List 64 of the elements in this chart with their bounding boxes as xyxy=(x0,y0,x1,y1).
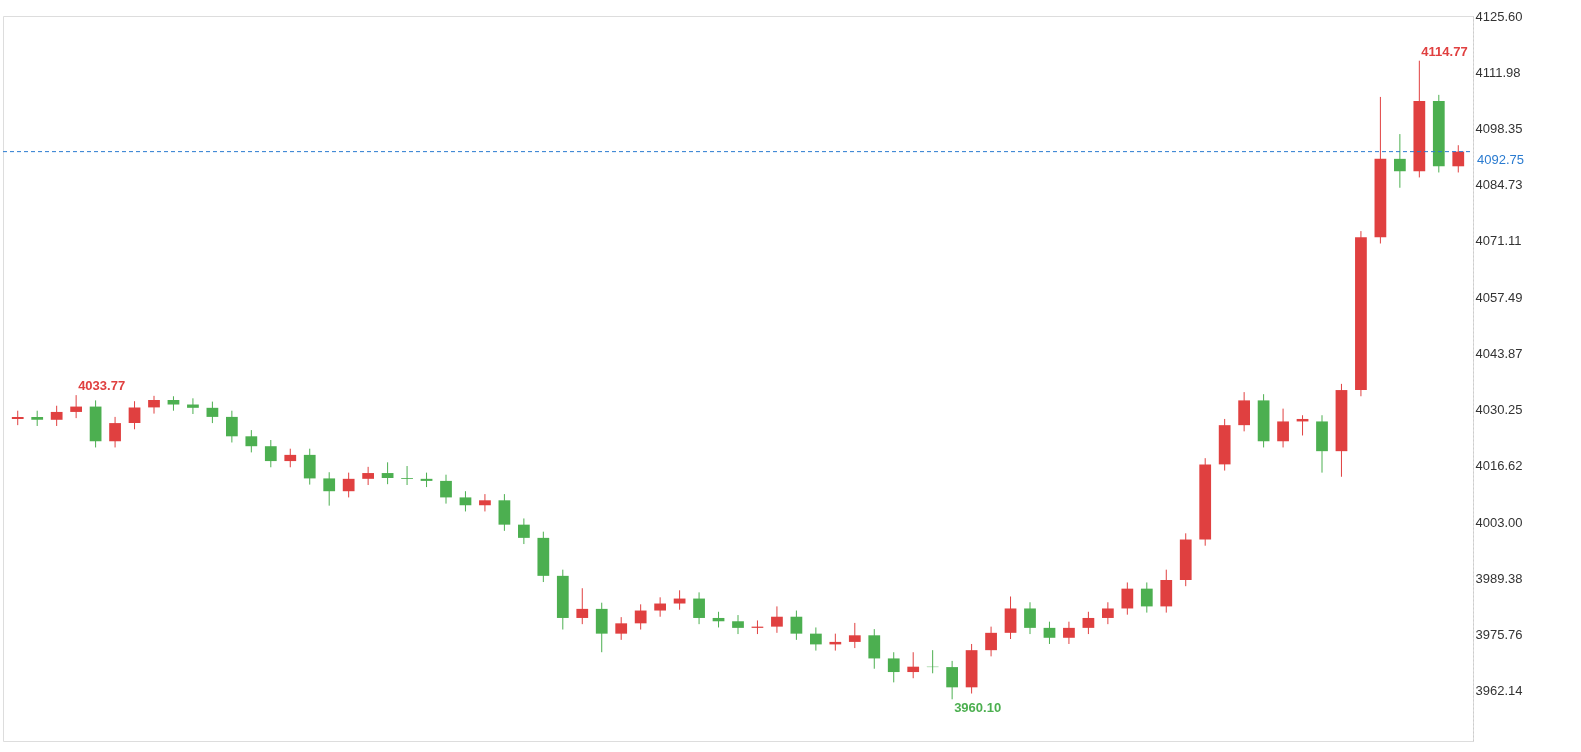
candlestick xyxy=(868,628,881,670)
candlestick xyxy=(479,493,491,512)
candlestick xyxy=(362,466,375,486)
candlestick xyxy=(693,591,705,625)
candlestick xyxy=(732,614,744,635)
annotation: 4033.77 xyxy=(78,378,126,394)
candlestick xyxy=(907,651,920,679)
candlestick xyxy=(1277,408,1289,448)
y-tick-label: 4057.49 xyxy=(1475,289,1523,305)
candlestick xyxy=(673,589,686,611)
candlestick xyxy=(342,472,355,498)
y-tick-label: 4098.35 xyxy=(1475,121,1523,137)
candlestick xyxy=(946,660,959,700)
y-tick-label: 4016.62 xyxy=(1475,458,1523,474)
candlestick xyxy=(1024,601,1036,635)
y-tick-label: 4043.87 xyxy=(1475,345,1523,361)
candlestick xyxy=(1452,144,1465,173)
candlestick xyxy=(70,394,83,419)
candlestick xyxy=(323,471,336,507)
y-tick-label: 4003.00 xyxy=(1475,514,1523,530)
candlestick xyxy=(440,474,452,505)
candlestick xyxy=(809,626,822,652)
candlestick xyxy=(109,416,121,448)
candlestick xyxy=(264,439,277,468)
candlestick xyxy=(1140,581,1153,614)
y-tick-label: 4111.98 xyxy=(1475,64,1521,80)
candlestick xyxy=(148,395,160,415)
candlestick xyxy=(245,429,258,453)
candlestick xyxy=(187,397,199,415)
candlestick xyxy=(225,410,238,443)
candlestick xyxy=(615,616,628,641)
annotation: 3960.10 xyxy=(954,700,1002,716)
y-tick-label: 4084.73 xyxy=(1475,177,1523,193)
candlestick xyxy=(206,401,219,424)
y-tick-label: 3962.14 xyxy=(1475,683,1523,699)
candlestick xyxy=(1043,621,1056,645)
candlestick xyxy=(576,587,589,625)
y-tick-label: 4030.25 xyxy=(1475,402,1523,418)
candlestick xyxy=(985,626,997,657)
candlestick xyxy=(50,405,63,427)
candlestick xyxy=(284,448,297,468)
candlestick xyxy=(1082,611,1095,635)
candlestick xyxy=(771,605,783,634)
candlestick xyxy=(1063,621,1075,645)
candlestick xyxy=(634,603,647,631)
y-tick-label: 3989.38 xyxy=(1475,570,1523,586)
y-tick-label: 4125.60 xyxy=(1475,8,1523,24)
candlestick xyxy=(848,622,861,649)
candlestick xyxy=(128,400,141,430)
candlestick xyxy=(654,596,667,618)
ref-line-label: 4092.75 xyxy=(1477,151,1524,167)
candlestick xyxy=(459,490,472,512)
candlestick xyxy=(887,651,900,683)
candlestick xyxy=(381,461,394,485)
y-tick-label: 4071.11 xyxy=(1475,233,1522,249)
candlestick xyxy=(1393,133,1406,189)
candlestick xyxy=(517,517,530,545)
candlestick xyxy=(790,610,803,641)
candlestick xyxy=(1121,581,1134,616)
candlestick xyxy=(1101,601,1114,625)
y-tick-label: 3975.76 xyxy=(1475,627,1523,643)
candlestick xyxy=(401,465,413,486)
candlestick xyxy=(303,448,316,486)
annotation: 4114.77 xyxy=(1421,43,1468,59)
